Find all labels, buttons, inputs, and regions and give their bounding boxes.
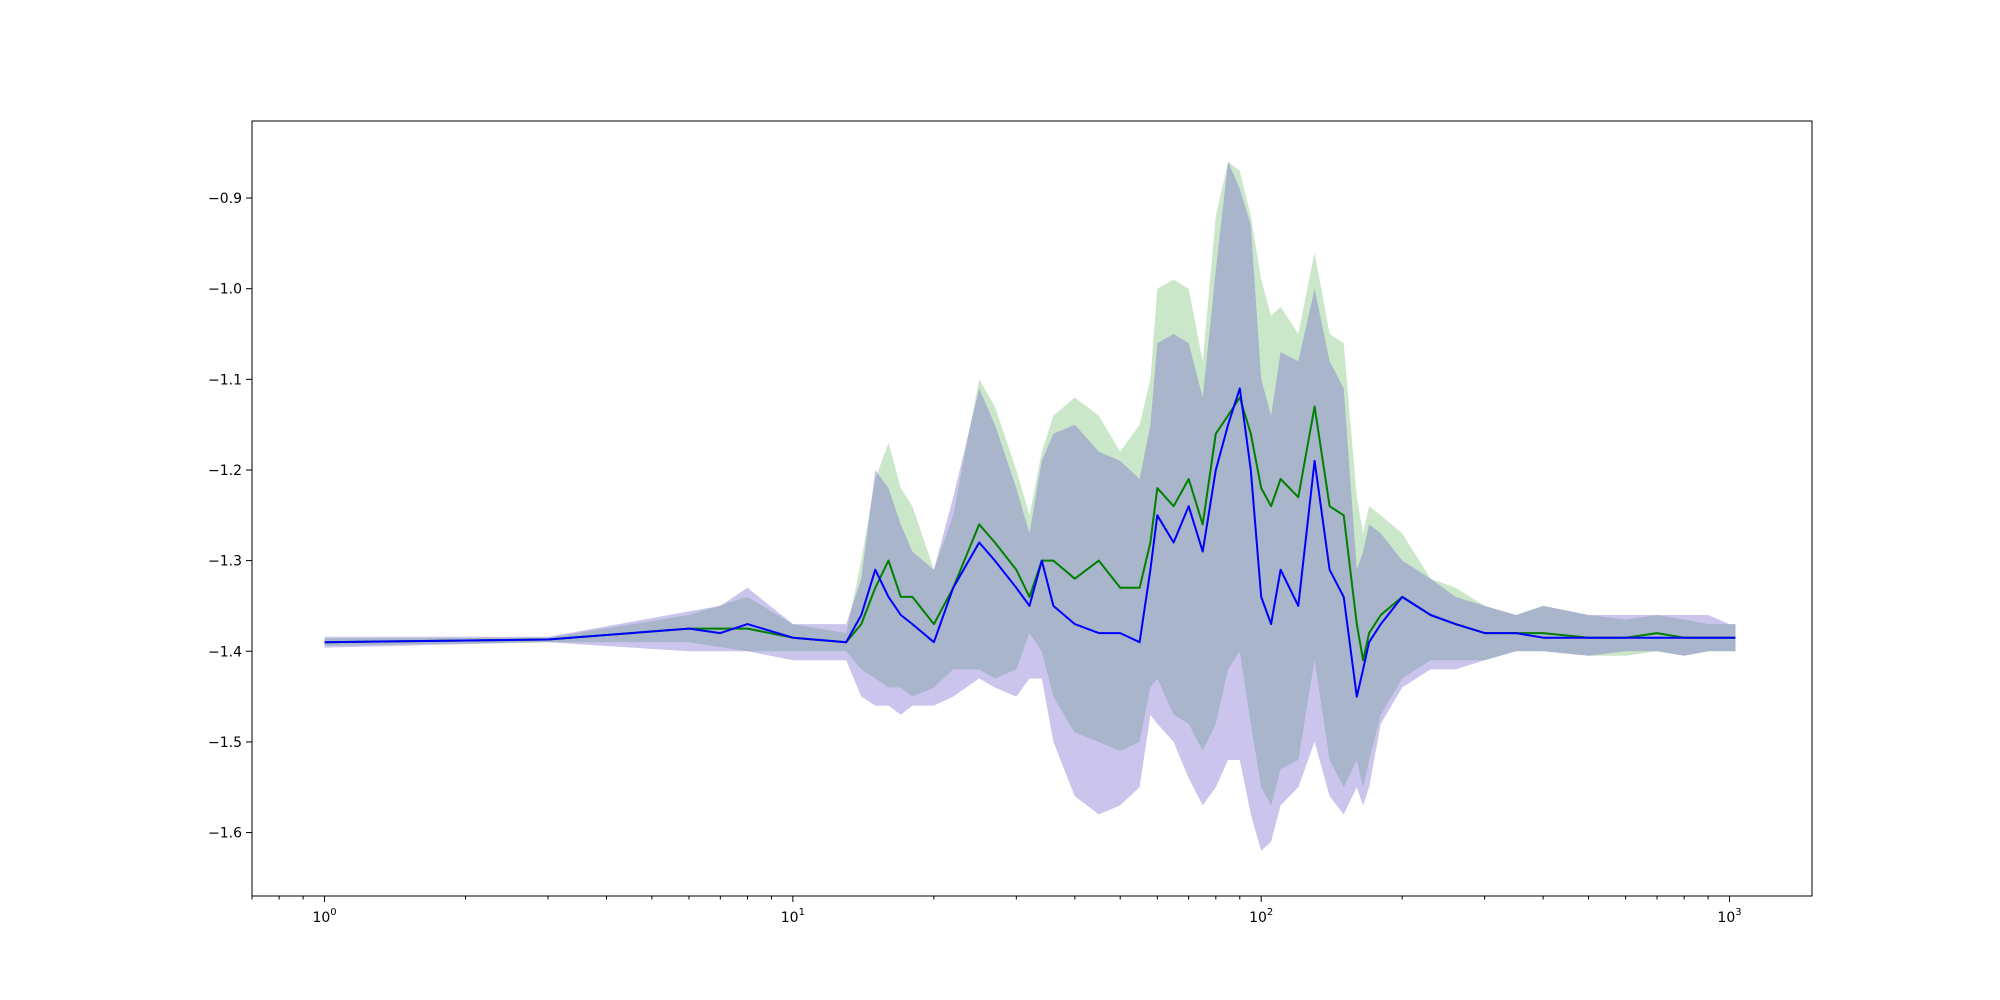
y-tick-label: −0.9 <box>208 191 242 207</box>
y-tick-label: −1.5 <box>208 735 242 751</box>
y-tick-label: −1.3 <box>208 554 242 570</box>
y-tick-label: −1.2 <box>208 463 242 479</box>
confidence-bands <box>324 161 1736 851</box>
x-tick-label: 101 <box>781 907 805 926</box>
y-tick-label: −1.6 <box>208 826 242 842</box>
y-tick-label: −1.0 <box>208 282 242 298</box>
series-lines <box>324 387 1736 698</box>
plot-frame <box>251 120 1813 897</box>
green-band <box>324 161 1736 806</box>
blue-mean-line <box>324 387 1736 698</box>
blue-band <box>324 161 1736 851</box>
y-tick-label: −1.1 <box>208 372 242 388</box>
y-axis: −0.9 −1.0 −1.1 −1.2 −1.3 −1.4 −1.5 −1.6 <box>208 191 252 842</box>
x-axis: 100 101 102 103 <box>251 896 1742 926</box>
x-tick-label: 102 <box>1249 907 1273 926</box>
x-tick-label: 103 <box>1717 907 1741 926</box>
y-tick-label: −1.4 <box>208 644 242 660</box>
x-tick-label: 100 <box>312 907 336 926</box>
